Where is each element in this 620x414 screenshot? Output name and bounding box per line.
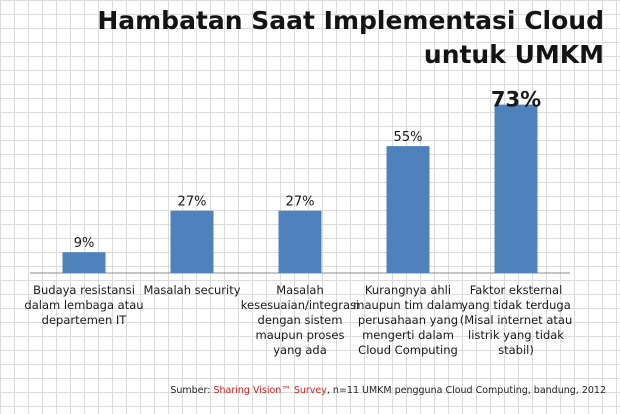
chart-title: Hambatan Saat Implementasi Cloud untuk U… [97, 6, 604, 69]
source-suffix: , n=11 UMKM pengguna Cloud Computing, ba… [326, 385, 606, 396]
category-label: Faktor eksternal yang tidak terduga (Misal… [460, 283, 573, 357]
category-label-line: yang tidak terduga [461, 298, 571, 312]
bar [62, 252, 106, 273]
data-label: 27% [178, 195, 207, 210]
bar [386, 146, 430, 273]
source-prefix: Sumber: [170, 385, 214, 396]
category-label: Kurangnya ahli maupun tim dalam perusahaan… [353, 283, 462, 357]
category-label-line: dalam lembaga atau [24, 298, 143, 312]
category-label-line: Kurangnya ahli [365, 283, 451, 297]
data-label: 9% [74, 236, 95, 251]
category-label-line: kesesuaian/integrasi [241, 298, 359, 312]
category-label-line: (Misal internet atau [460, 313, 573, 327]
category-label: Budaya resistansi dalam lembaga atau depar… [24, 283, 143, 327]
source-survey-link[interactable]: Sharing Vision™ Survey [213, 385, 327, 396]
bar [278, 210, 322, 273]
category-label-line: yang ada [273, 343, 327, 357]
category-label-line: listrik yang tidak [468, 328, 564, 342]
category-label-line: Cloud Computing [358, 343, 458, 357]
category-label-line: perusahaan yang [358, 313, 458, 327]
category-label: Masalah kesesuaian/integrasi dengan sistem… [241, 283, 359, 357]
category-label-line: Budaya resistansi [33, 283, 135, 297]
bar [170, 210, 214, 273]
category-label-line: dengan sistem [258, 313, 343, 327]
category-label-line: Masalah [276, 283, 324, 297]
category-label-line: maupun proses [256, 328, 345, 342]
category-label-line: departemen IT [42, 313, 128, 327]
source-note: Sumber: Sharing Vision™ Survey, n=11 UMK… [170, 385, 606, 396]
category-label: Masalah security [143, 283, 240, 297]
bar [494, 104, 538, 273]
category-label-line: maupun tim dalam [353, 298, 462, 312]
category-label-line: mengerti dalam [362, 328, 454, 342]
category-label-line: Faktor eksternal [470, 283, 563, 297]
data-label: 73% [491, 88, 541, 112]
data-label: 55% [394, 130, 423, 145]
category-label-line: Masalah security [143, 283, 240, 297]
category-label-line: stabil) [498, 343, 534, 357]
data-label: 27% [286, 195, 315, 210]
